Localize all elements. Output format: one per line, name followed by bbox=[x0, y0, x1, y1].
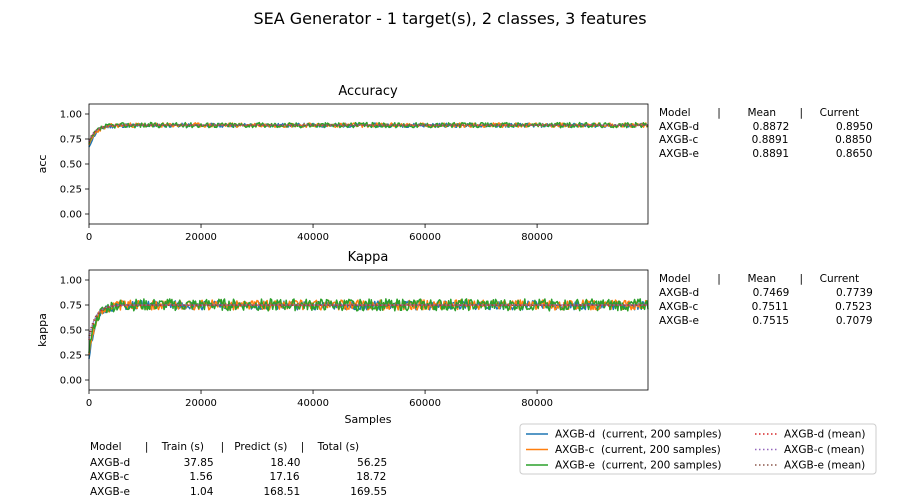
x-tick-label: 40000 bbox=[297, 398, 329, 409]
y-tick-label: 0.00 bbox=[60, 376, 82, 387]
legend-frame bbox=[519, 423, 877, 475]
table-row: AXGB-c 0.7511 0.7523 bbox=[659, 301, 872, 313]
kappa-y-label: kappa bbox=[36, 313, 49, 347]
accuracy-chart: Accuracy acc 0.00 0.25 0.50 0.75 1.00 0 20000 4… bbox=[36, 84, 649, 243]
accuracy-metrics-table: Model | Mean | Current AXGB-d 0.8872 0.8… bbox=[659, 107, 873, 160]
kappa-metrics-table: Model | Mean | Current AXGB-d 0.7469 0.7… bbox=[659, 273, 873, 327]
x-tick-label: 40000 bbox=[297, 232, 329, 243]
y-tick-label: 0.75 bbox=[60, 135, 82, 146]
legend-label: AXGB-d (current, 200 samples) bbox=[555, 429, 722, 441]
series-line bbox=[88, 298, 649, 354]
table-row: AXGB-c 1.56 17.16 18.72 bbox=[90, 471, 386, 483]
y-tick-label: 1.00 bbox=[60, 110, 82, 121]
plot-frame bbox=[88, 269, 649, 391]
x-tick-label: 0 bbox=[86, 232, 92, 243]
x-tick-label: 80000 bbox=[521, 398, 553, 409]
timing-table: Model | Train (s) | Predict (s) | Total … bbox=[90, 441, 387, 498]
x-tick-label: 60000 bbox=[409, 232, 441, 243]
x-tick-label: 0 bbox=[86, 398, 92, 409]
x-tick-label: 20000 bbox=[185, 232, 217, 243]
figure-title: SEA Generator - 1 target(s), 2 classes, … bbox=[253, 9, 646, 28]
table-row: AXGB-c 0.8891 0.8850 bbox=[659, 134, 872, 146]
table-row: AXGB-d 0.7469 0.7739 bbox=[659, 287, 873, 299]
table-row: AXGB-e 0.7515 0.7079 bbox=[659, 315, 873, 327]
y-tick-label: 0.50 bbox=[60, 160, 82, 171]
x-tick-label: 20000 bbox=[185, 398, 217, 409]
series-line bbox=[88, 304, 648, 339]
accuracy-chart-title: Accuracy bbox=[338, 84, 398, 99]
table-row: AXGB-e 0.8891 0.8650 bbox=[659, 148, 873, 160]
series-line bbox=[88, 124, 648, 142]
legend: AXGB-d (current, 200 samples) AXGB-c (cur… bbox=[519, 423, 877, 475]
table-row: AXGB-d 37.85 18.40 56.25 bbox=[90, 457, 387, 469]
x-tick-label: 60000 bbox=[409, 398, 441, 409]
kappa-x-label: Samples bbox=[345, 413, 392, 426]
series-line bbox=[88, 304, 648, 341]
table-row: AXGB-d 0.8872 0.8950 bbox=[659, 121, 873, 133]
accuracy-y-label: acc bbox=[36, 155, 49, 174]
legend-label: AXGB-c (mean) bbox=[784, 444, 865, 456]
legend-label: AXGB-d (mean) bbox=[784, 429, 865, 441]
table-header: Model | Train (s) | Predict (s) | Total … bbox=[90, 441, 359, 453]
y-tick-label: 1.00 bbox=[60, 276, 82, 287]
kappa-chart: Kappa kappa Samples 0.00 0.25 0.50 0.75 1.00… bbox=[36, 250, 649, 426]
table-header: Model | Mean | Current bbox=[659, 107, 859, 119]
x-tick-label: 80000 bbox=[521, 232, 553, 243]
legend-label: AXGB-c (current, 200 samples) bbox=[555, 444, 721, 456]
table-row: AXGB-e 1.04 168.51 169.55 bbox=[90, 486, 387, 498]
y-tick-label: 0.50 bbox=[60, 326, 82, 337]
table-header: Model | Mean | Current bbox=[659, 273, 859, 285]
kappa-chart-title: Kappa bbox=[348, 250, 389, 265]
y-tick-label: 0.75 bbox=[60, 301, 82, 312]
series-line bbox=[88, 124, 648, 143]
plot-frame bbox=[88, 103, 649, 225]
y-tick-label: 0.25 bbox=[60, 351, 82, 362]
legend-label: AXGB-e (current, 200 samples) bbox=[555, 460, 721, 472]
y-tick-label: 0.25 bbox=[60, 185, 82, 196]
series-line bbox=[88, 299, 649, 355]
y-tick-label: 0.00 bbox=[60, 210, 82, 221]
legend-label: AXGB-e (mean) bbox=[784, 460, 865, 472]
